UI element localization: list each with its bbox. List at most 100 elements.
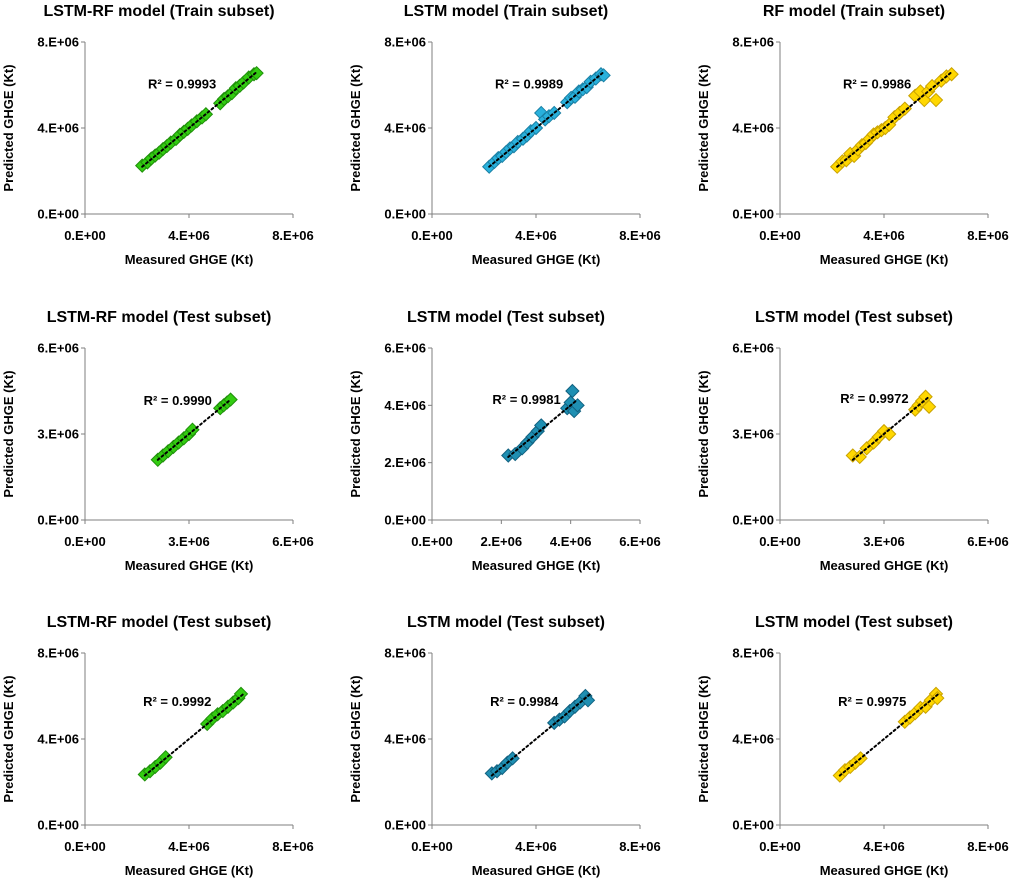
chart-title: LSTM-RF model (Train subset) (43, 3, 274, 20)
y-axis-label: Predicted GHGE (Kt) (696, 370, 711, 497)
x-tick-label: 0.E+00 (64, 534, 106, 549)
y-tick-label: 0.E+00 (732, 207, 774, 222)
r-squared-label: R² = 0.9990 (144, 393, 212, 408)
x-tick-label: 4.E+06 (168, 839, 210, 854)
data-point (596, 68, 611, 83)
y-tick-label: 4.E+06 (37, 732, 79, 747)
chart-panel-3: RF model (Train subset) 0.E+00 0.E+00 4.E+0… (696, 3, 1009, 267)
x-tick-label: 8.E+06 (272, 228, 314, 243)
y-tick-label: 0.E+00 (384, 513, 426, 528)
x-axis-label: Measured GHGE (Kt) (125, 863, 254, 878)
trendline (507, 398, 579, 458)
y-tick-label: 6.E+06 (384, 341, 426, 356)
y-tick-label: 4.E+06 (732, 732, 774, 747)
y-tick-label: 4.E+06 (384, 732, 426, 747)
y-tick-label: 8.E+06 (37, 646, 79, 661)
trendline (490, 692, 592, 777)
chart-title: LSTM-RF model (Test subset) (47, 614, 272, 631)
x-axis-label: Measured GHGE (Kt) (125, 252, 254, 267)
data-point (233, 686, 249, 702)
data-point (944, 67, 959, 82)
y-tick-label: 4.E+06 (384, 121, 426, 136)
trendline (851, 395, 931, 461)
chart-panel-9: LSTM model (Test subset) 0.E+00 0.E+00 4.E+… (696, 614, 1009, 878)
x-tick-label: 4.E+06 (863, 228, 905, 243)
data-point (897, 101, 913, 116)
y-tick-label: 0.E+00 (732, 818, 774, 833)
data-point (533, 418, 549, 433)
y-tick-label: 0.E+00 (37, 207, 79, 222)
chart-title: LSTM model (Test subset) (407, 309, 605, 326)
trendline (141, 71, 258, 168)
chart-panel-6: LSTM model (Test subset) 0.E+00 0.E+00 3.E+… (696, 309, 1009, 573)
r-squared-label: R² = 0.9992 (143, 694, 211, 709)
y-axis-label: Predicted GHGE (Kt) (348, 675, 363, 802)
data-point (565, 383, 580, 399)
x-tick-label: 2.E+06 (481, 534, 523, 549)
chart-title: LSTM-RF model (Test subset) (47, 309, 272, 326)
data-point (852, 449, 867, 465)
chart-panel-1: LSTM-RF model (Train subset) 0.E+00 0.E+00… (1, 3, 314, 267)
data-point (580, 693, 596, 708)
y-axis-label: Predicted GHGE (Kt) (1, 675, 16, 802)
y-tick-label: 0.E+00 (732, 513, 774, 528)
x-tick-label: 8.E+06 (272, 839, 314, 854)
y-tick-label: 8.E+06 (732, 646, 774, 661)
x-tick-label: 0.E+00 (411, 534, 453, 549)
x-tick-label: 6.E+06 (619, 534, 661, 549)
x-tick-label: 0.E+00 (411, 839, 453, 854)
x-tick-label: 8.E+06 (619, 228, 661, 243)
y-tick-label: 3.E+06 (732, 427, 774, 442)
y-tick-label: 4.E+06 (732, 121, 774, 136)
r-squared-label: R² = 0.9984 (490, 694, 559, 709)
data-point (921, 399, 937, 414)
y-tick-label: 8.E+06 (384, 646, 426, 661)
chart-panel-2: LSTM model (Train subset) 0.E+00 0.E+00 4.E… (348, 3, 661, 267)
trendline (838, 692, 940, 777)
y-tick-label: 2.E+06 (384, 455, 426, 470)
chart-panel-7: LSTM-RF model (Test subset) 0.E+00 0.E+00 4… (1, 614, 314, 878)
chart-title: LSTM model (Test subset) (755, 614, 953, 631)
x-tick-label: 8.E+06 (967, 839, 1009, 854)
x-tick-label: 0.E+00 (64, 228, 106, 243)
x-tick-label: 4.E+06 (863, 839, 905, 854)
x-tick-label: 0.E+00 (759, 534, 801, 549)
x-tick-label: 3.E+06 (168, 534, 210, 549)
x-tick-label: 0.E+00 (759, 839, 801, 854)
x-axis-label: Measured GHGE (Kt) (472, 558, 601, 573)
r-squared-label: R² = 0.9972 (840, 391, 908, 406)
y-tick-label: 6.E+06 (732, 341, 774, 356)
x-tick-label: 0.E+00 (759, 228, 801, 243)
y-tick-label: 4.E+06 (384, 398, 426, 413)
data-point (930, 690, 945, 706)
x-tick-label: 6.E+06 (272, 534, 314, 549)
trendline (836, 71, 953, 168)
y-axis-label: Predicted GHGE (Kt) (1, 370, 16, 497)
x-axis-label: Measured GHGE (Kt) (472, 863, 601, 878)
chart-title: LSTM model (Test subset) (407, 614, 605, 631)
trendline (143, 692, 245, 777)
y-tick-label: 3.E+06 (37, 427, 79, 442)
r-squared-label: R² = 0.9989 (495, 76, 563, 91)
r-squared-label: R² = 0.9993 (148, 76, 216, 91)
x-tick-label: 4.E+06 (550, 534, 592, 549)
r-squared-label: R² = 0.9986 (843, 76, 911, 91)
x-tick-label: 3.E+06 (863, 534, 905, 549)
x-tick-label: 8.E+06 (619, 839, 661, 854)
y-tick-label: 8.E+06 (384, 35, 426, 50)
y-tick-label: 0.E+00 (37, 818, 79, 833)
x-axis-label: Measured GHGE (Kt) (820, 558, 949, 573)
chart-title: RF model (Train subset) (763, 3, 945, 20)
chart-panel-4: LSTM-RF model (Test subset) 0.E+00 0.E+00 3… (1, 309, 314, 573)
chart-panel-8: LSTM model (Test subset) 0.E+00 0.E+00 4.E+… (348, 614, 661, 878)
data-point (928, 92, 944, 108)
y-axis-label: Predicted GHGE (Kt) (348, 64, 363, 191)
r-squared-label: R² = 0.9981 (492, 392, 560, 407)
y-tick-label: 8.E+06 (732, 35, 774, 50)
y-tick-label: 0.E+00 (37, 513, 79, 528)
x-tick-label: 0.E+00 (64, 839, 106, 854)
y-tick-label: 4.E+06 (37, 121, 79, 136)
y-axis-label: Predicted GHGE (Kt) (348, 370, 363, 497)
x-axis-label: Measured GHGE (Kt) (125, 558, 254, 573)
